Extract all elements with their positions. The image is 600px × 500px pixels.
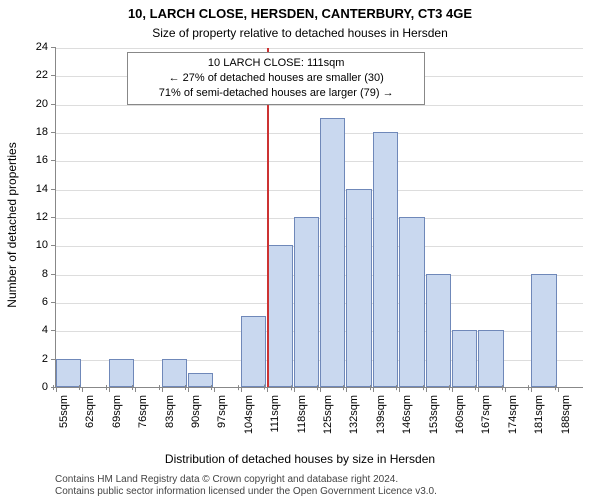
y-tick: 14 — [36, 183, 56, 195]
x-tick: 153sqm — [426, 387, 440, 434]
annotation-line: ← 27% of detached houses are smaller (30… — [136, 71, 416, 86]
histogram-bar — [188, 373, 213, 387]
histogram-bar — [399, 217, 424, 387]
x-tick: 167sqm — [478, 387, 492, 434]
plot-area: 02468101214161820222455sqm62sqm69sqm76sq… — [55, 48, 583, 388]
annotation-line: 10 LARCH CLOSE: 111sqm — [136, 56, 416, 71]
histogram-bar — [452, 330, 477, 387]
x-tick: 69sqm — [109, 387, 123, 428]
y-tick: 22 — [36, 69, 56, 81]
footer-line1: Contains HM Land Registry data © Crown c… — [55, 474, 592, 486]
x-tick: 83sqm — [162, 387, 176, 428]
y-tick: 16 — [36, 154, 56, 166]
x-tick: 188sqm — [558, 387, 572, 434]
histogram-bar — [56, 359, 81, 387]
y-tick: 2 — [42, 353, 56, 365]
y-tick: 18 — [36, 126, 56, 138]
chart-footer: Contains HM Land Registry data © Crown c… — [0, 474, 600, 498]
x-tick: 90sqm — [188, 387, 202, 428]
x-tick: 174sqm — [505, 387, 519, 434]
y-tick: 20 — [36, 98, 56, 110]
y-tick: 8 — [42, 268, 56, 280]
histogram-bar — [320, 118, 345, 387]
y-tick: 12 — [36, 211, 56, 223]
histogram-bar — [162, 359, 187, 387]
y-tick: 6 — [42, 296, 56, 308]
x-tick: 181sqm — [531, 387, 545, 434]
chart-container: 10, LARCH CLOSE, HERSDEN, CANTERBURY, CT… — [0, 0, 600, 500]
x-axis-label: Distribution of detached houses by size … — [0, 452, 600, 466]
x-tick: 132sqm — [346, 387, 360, 434]
x-tick: 160sqm — [452, 387, 466, 434]
histogram-bar — [426, 274, 451, 387]
x-tick: 139sqm — [373, 387, 387, 434]
annotation-box: 10 LARCH CLOSE: 111sqm← 27% of detached … — [127, 52, 425, 105]
x-tick: 104sqm — [241, 387, 255, 434]
chart-title-line1: 10, LARCH CLOSE, HERSDEN, CANTERBURY, CT… — [0, 6, 600, 21]
histogram-bar — [109, 359, 134, 387]
x-tick: 146sqm — [399, 387, 413, 434]
x-tick: 55sqm — [56, 387, 70, 428]
y-axis-label: Number of detached properties — [5, 40, 19, 410]
histogram-bar — [478, 330, 503, 387]
histogram-bar — [241, 316, 266, 387]
x-tick: 97sqm — [214, 387, 228, 428]
x-tick: 125sqm — [320, 387, 334, 434]
x-tick: 62sqm — [82, 387, 96, 428]
y-tick: 4 — [42, 324, 56, 336]
y-tick: 10 — [36, 239, 56, 251]
histogram-bar — [373, 132, 398, 387]
histogram-bar — [267, 245, 292, 387]
annotation-line: 71% of semi-detached houses are larger (… — [136, 86, 416, 101]
y-tick: 24 — [36, 41, 56, 53]
x-tick: 111sqm — [267, 387, 281, 433]
histogram-bar — [531, 274, 556, 387]
x-tick: 118sqm — [294, 387, 308, 433]
chart-title-line2: Size of property relative to detached ho… — [0, 26, 600, 40]
histogram-bar — [294, 217, 319, 387]
footer-line2: Contains public sector information licen… — [55, 486, 592, 498]
histogram-bar — [346, 189, 371, 387]
x-tick: 76sqm — [135, 387, 149, 428]
